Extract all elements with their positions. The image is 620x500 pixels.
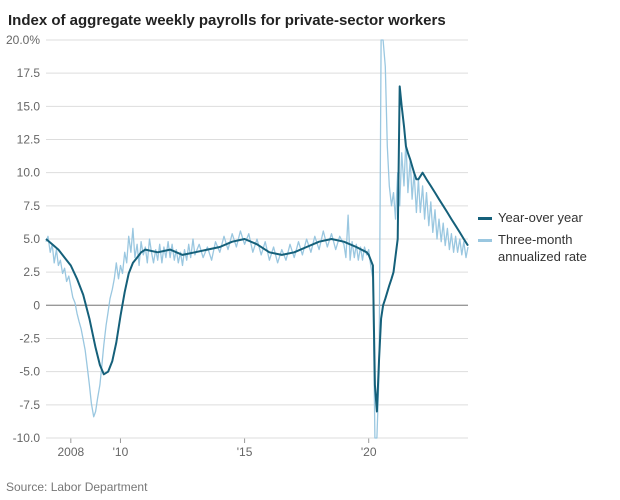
- svg-text:'20: '20: [361, 445, 377, 459]
- svg-text:-5.0: -5.0: [19, 365, 40, 379]
- svg-text:-10.0: -10.0: [13, 431, 41, 445]
- chart-title: Index of aggregate weekly payrolls for p…: [0, 0, 620, 33]
- source-text: Source: Labor Department: [6, 480, 147, 494]
- svg-text:5.0: 5.0: [23, 232, 40, 246]
- svg-text:-7.5: -7.5: [19, 398, 40, 412]
- svg-text:2.5: 2.5: [23, 265, 40, 279]
- legend-swatch: [478, 217, 492, 220]
- svg-text:2008: 2008: [57, 445, 84, 459]
- legend-label: Three-month annualized rate: [498, 232, 618, 265]
- legend: Year-over year Three-month annualized ra…: [478, 210, 618, 271]
- svg-text:'10: '10: [113, 445, 129, 459]
- legend-label: Year-over year: [498, 210, 583, 226]
- svg-text:'15: '15: [237, 445, 253, 459]
- svg-text:-2.5: -2.5: [19, 332, 40, 346]
- svg-text:0: 0: [33, 298, 40, 312]
- svg-text:20.0%: 20.0%: [6, 34, 40, 47]
- svg-text:10.0: 10.0: [17, 166, 41, 180]
- svg-text:17.5: 17.5: [17, 66, 41, 80]
- svg-text:15.0: 15.0: [17, 99, 41, 113]
- svg-text:7.5: 7.5: [23, 199, 40, 213]
- legend-item: Year-over year: [478, 210, 618, 226]
- svg-text:12.5: 12.5: [17, 133, 41, 147]
- legend-swatch: [478, 239, 492, 242]
- legend-item: Three-month annualized rate: [478, 232, 618, 265]
